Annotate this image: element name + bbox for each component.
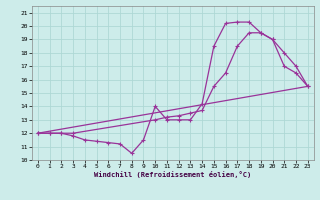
X-axis label: Windchill (Refroidissement éolien,°C): Windchill (Refroidissement éolien,°C) <box>94 171 252 178</box>
